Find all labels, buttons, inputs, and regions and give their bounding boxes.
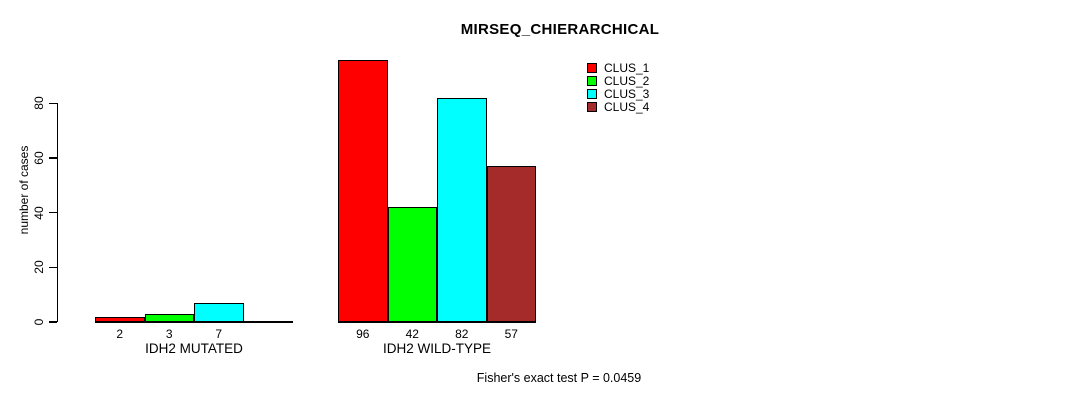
bar-clus_2-1 <box>387 207 437 322</box>
bar-value-label: 2 <box>116 327 124 341</box>
legend-swatch-clus_4 <box>587 102 597 112</box>
bar-value-label: 82 <box>455 327 469 341</box>
y-tick-label: 60 <box>32 151 46 165</box>
bar-clus_1-0 <box>95 316 145 322</box>
fisher-test-annotation: Fisher's exact test P = 0.0459 <box>476 371 642 385</box>
bar-clus_2-0 <box>144 313 194 322</box>
bar-clus_3-0 <box>194 302 244 322</box>
chart-title: MIRSEQ_CHIERARCHICAL <box>460 21 660 38</box>
bar-value-label: 42 <box>405 327 419 341</box>
bar-clus_3-1 <box>437 97 487 322</box>
y-axis-tick <box>48 266 57 269</box>
y-tick-label: 40 <box>32 205 46 220</box>
legend-swatch-clus_1 <box>587 63 597 73</box>
group-label: IDH2 MUTATED <box>145 341 243 356</box>
bar-value-label: 96 <box>356 327 370 341</box>
bar-clus_4-1 <box>486 166 536 322</box>
y-tick-label: 80 <box>32 96 46 110</box>
y-axis-tick <box>48 211 57 214</box>
y-axis-tick <box>48 157 57 159</box>
legend-label-clus_2: CLUS_2 <box>604 74 650 88</box>
bar-clus_1-1 <box>338 59 388 322</box>
bar-value-label: 7 <box>215 327 223 341</box>
legend-swatch-clus_2 <box>587 76 597 86</box>
y-tick-label: 20 <box>32 260 46 274</box>
bar-value-label: 3 <box>165 327 173 341</box>
legend-label-clus_4: CLUS_4 <box>604 100 650 114</box>
group-label: IDH2 WILD-TYPE <box>382 341 491 356</box>
y-tick-label: 0 <box>32 318 46 326</box>
bar-value-label: 57 <box>504 327 518 341</box>
legend-swatch-clus_3 <box>587 89 597 99</box>
y-axis-line <box>56 103 58 322</box>
legend-label-clus_1: CLUS_1 <box>604 61 650 75</box>
y-axis-tick <box>48 102 57 105</box>
legend-label-clus_3: CLUS_3 <box>604 87 650 101</box>
y-axis-tick <box>48 321 57 323</box>
